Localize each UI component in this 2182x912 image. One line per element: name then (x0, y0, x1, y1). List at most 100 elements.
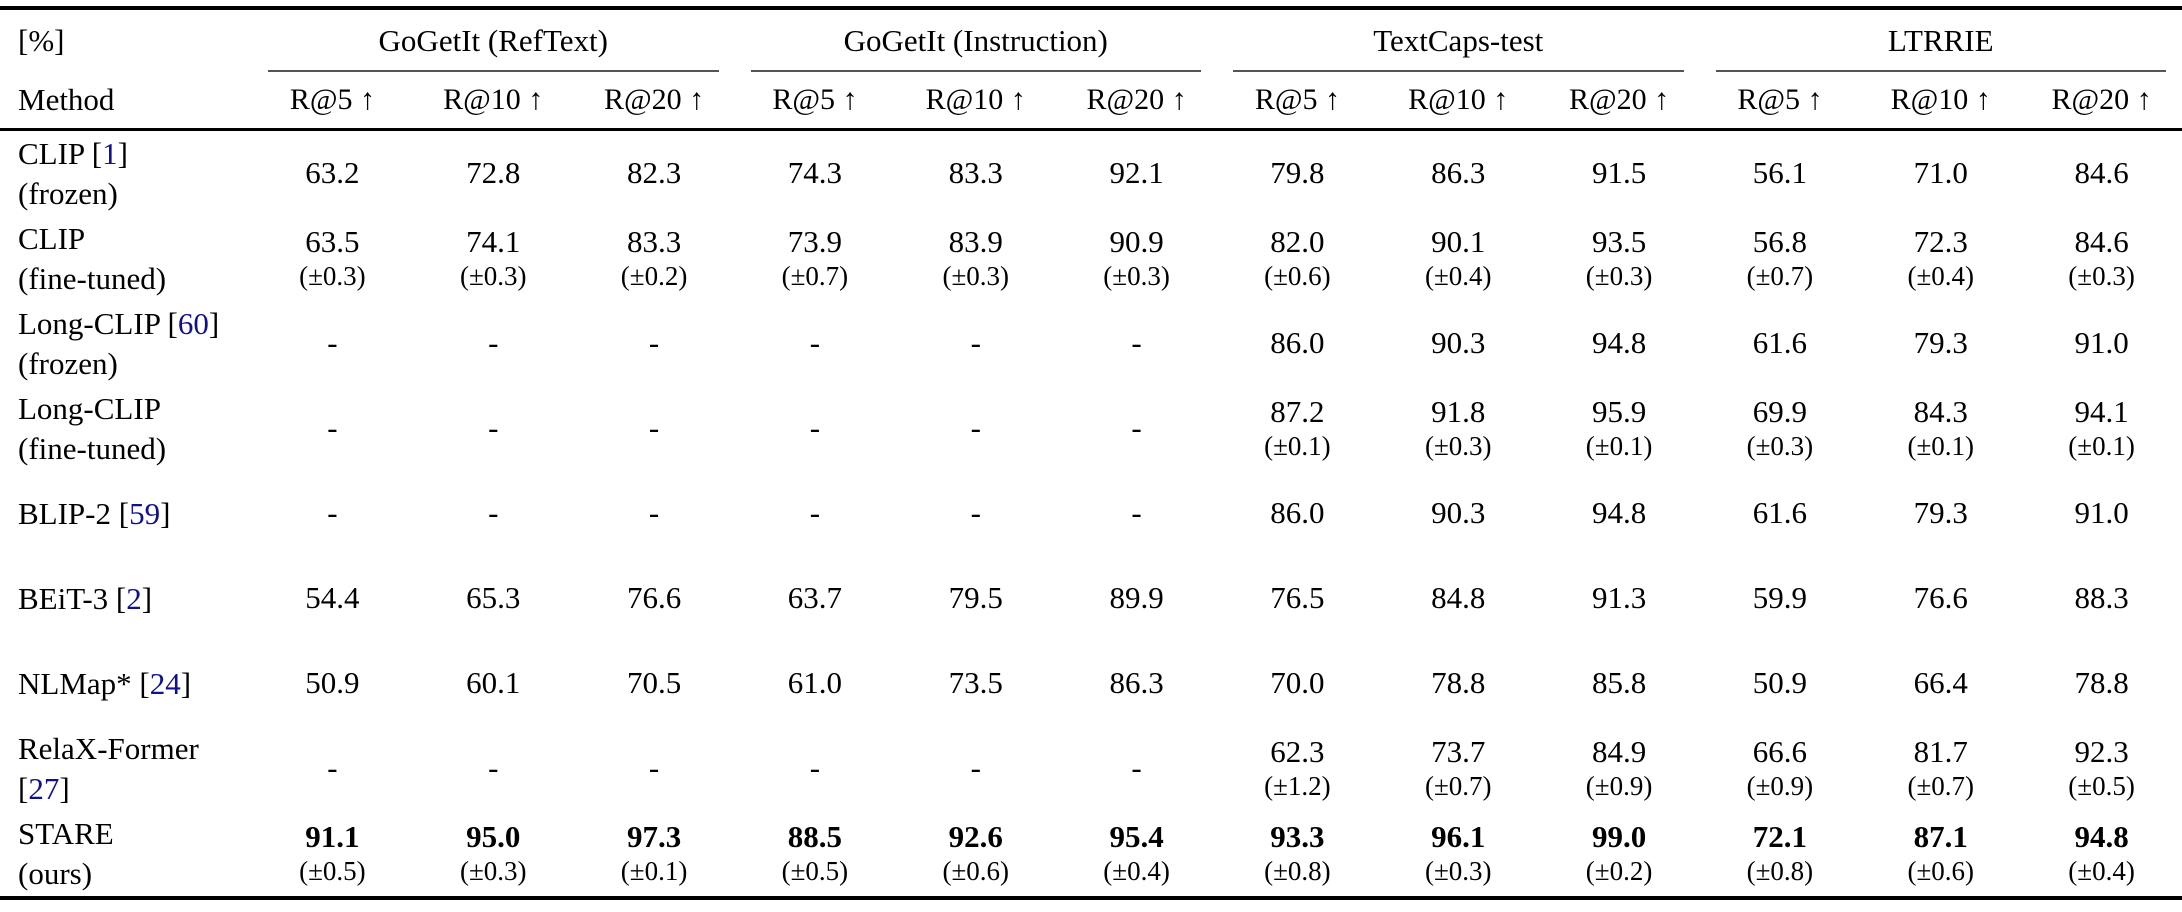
metric-value: 50.9 (305, 665, 360, 701)
method-name-text: CLIP (18, 221, 86, 257)
group-header-label: GoGetIt (Instruction) (843, 23, 1108, 58)
metric-value: 87.1 (1913, 819, 1968, 855)
metric-cell-r6-c6: 89.9 (1056, 556, 1217, 641)
method-name-text: ] (208, 306, 220, 342)
metric-cell-r2-c2: 74.1 (±0.3) (413, 216, 574, 301)
metric-value: 69.9 (1752, 394, 1808, 430)
citation-link[interactable]: 24 (149, 665, 181, 701)
method-line: CLIP [1] (18, 134, 252, 173)
metric-value: 88.5 (787, 819, 843, 855)
metric-cell-r2-c7: 82.0 (±0.6) (1217, 216, 1378, 301)
table-bottom-rule (0, 896, 2182, 900)
metric-std: (±0.4) (1424, 260, 1492, 291)
metric-value: 93.5 (1591, 224, 1647, 260)
unit-label: [%] (18, 23, 65, 58)
method-name-text: ] (117, 136, 128, 172)
method-line: BEiT-3 [2] (18, 579, 252, 618)
metric-cell-r9-c3: 97.3 (±0.1) (574, 811, 735, 896)
method-line: RelaX-Former (18, 729, 252, 768)
citation-link[interactable]: 59 (129, 495, 161, 531)
metric-cell-r9-c1: 91.1 (±0.5) (252, 811, 413, 896)
metric-cell-r3-c12: 91.0 (2021, 301, 2182, 386)
metric-value: 83.9 (948, 224, 1003, 260)
metric-value: 97.3 (626, 819, 682, 855)
metric-cell-r3-c7: 86.0 (1217, 301, 1378, 386)
metric-value: 94.1 (2074, 394, 2129, 430)
missing-value-dash: - (1131, 325, 1142, 361)
metric-cell-r3-c11: 79.3 (1860, 301, 2021, 386)
method-column-header: Method (18, 82, 115, 117)
metric-std: (±0.4) (1103, 855, 1170, 886)
metric-value: 72.8 (466, 155, 521, 191)
metric-std: (±0.4) (1907, 260, 1975, 291)
metric-value: 91.3 (1591, 580, 1647, 616)
metric-value: 87.2 (1270, 394, 1325, 430)
metric-std: (±0.1) (1585, 430, 1653, 461)
metric-cell-r4-c3: - (574, 386, 735, 471)
metric-cell-r5-c8: 90.3 (1378, 471, 1539, 556)
group-underline-rule (750, 70, 1201, 72)
method-line: NLMap* [24] (18, 664, 252, 703)
metric-cell-r9-c9: 99.0 (±0.2) (1539, 811, 1700, 896)
table-metric-header-row: Method R@5 ↑ R@10 ↑ R@20 ↑ R@5 ↑ R@10 ↑ R@20 … (0, 72, 2182, 128)
metric-value: 66.6 (1752, 734, 1808, 770)
metric-std: (±0.3) (1585, 260, 1653, 291)
citation-link[interactable]: 1 (102, 136, 118, 172)
metric-value: 79.3 (1913, 325, 1968, 361)
metric-value: 83.3 (626, 224, 682, 260)
group-underline-rule (1233, 70, 1684, 72)
metric-value: 63.2 (305, 155, 360, 191)
metric-value: 99.0 (1591, 819, 1647, 855)
missing-value-dash: - (1131, 750, 1142, 786)
citation-link[interactable]: 2 (126, 580, 142, 616)
metric-std: (±0.1) (2068, 430, 2135, 461)
metric-std: (±0.3) (459, 260, 527, 291)
metric-value: 86.3 (1109, 665, 1164, 701)
metric-cell-r1-c6: 92.1 (1056, 131, 1217, 216)
method-name-text: Long-CLIP (18, 391, 161, 427)
metric-value: 91.0 (2074, 495, 2129, 531)
metric-cell-r3-c5: - (895, 301, 1056, 386)
metric-std: (±0.3) (459, 855, 527, 886)
metric-cell-r1-c11: 71.0 (1860, 131, 2021, 216)
metric-cell-r5-c9: 94.8 (1539, 471, 1700, 556)
metric-cell-r7-c2: 60.1 (413, 641, 574, 726)
citation-link[interactable]: 27 (28, 770, 60, 806)
metric-cell-r7-c3: 70.5 (574, 641, 735, 726)
metric-cell-r3-c2: - (413, 301, 574, 386)
metric-cell-r8-c2: - (413, 726, 574, 811)
metric-cell-r6-c4: 63.7 (734, 556, 895, 641)
metric-std: (±0.3) (1746, 430, 1814, 461)
metric-cell-r8-c7: 62.3 (±1.2) (1217, 726, 1378, 811)
metric-value: 50.9 (1752, 665, 1808, 701)
metric-cell-r4-c5: - (895, 386, 1056, 471)
metric-value: 91.5 (1591, 155, 1647, 191)
metric-cell-r6-c7: 76.5 (1217, 556, 1378, 641)
metric-std: (±0.7) (1907, 770, 1975, 801)
metric-value: 91.1 (305, 819, 360, 855)
metric-cell-r4-c1: - (252, 386, 413, 471)
missing-value-dash: - (648, 410, 660, 446)
metric-cell-r2-c8: 90.1 (±0.4) (1378, 216, 1539, 301)
group-header-2: GoGetIt (Instruction) (735, 10, 1218, 72)
table-row: CLIP [1] (frozen) 63.2 72.8 82.3 74.3 83.3 92.1… (0, 131, 2182, 216)
metric-value: 73.9 (787, 224, 843, 260)
metric-std: (±0.9) (1585, 770, 1653, 801)
missing-value-dash: - (327, 495, 338, 531)
metric-cell-r7-c4: 61.0 (734, 641, 895, 726)
metric-cell-r2-c5: 83.9 (±0.3) (895, 216, 1056, 301)
method-line: (fine-tuned) (18, 429, 252, 468)
metric-value: 76.6 (1913, 580, 1968, 616)
metric-cell-r9-c7: 93.3 (±0.8) (1217, 811, 1378, 896)
citation-link[interactable]: 60 (177, 306, 209, 342)
group-underline-rule (268, 70, 719, 72)
metric-cell-r8-c12: 92.3 (±0.5) (2021, 726, 2182, 811)
method-cell: BLIP-2 [59] (0, 471, 252, 556)
metric-std: (±0.3) (299, 260, 366, 291)
metric-value: 86.0 (1270, 495, 1325, 531)
metric-header-g2-m1: R@5 ↑ (772, 83, 858, 116)
metric-cell-r8-c11: 81.7 (±0.7) (1860, 726, 2021, 811)
table-top-rule (0, 6, 2182, 10)
metric-cell-r1-c8: 86.3 (1378, 131, 1539, 216)
method-line: Long-CLIP (18, 389, 252, 428)
